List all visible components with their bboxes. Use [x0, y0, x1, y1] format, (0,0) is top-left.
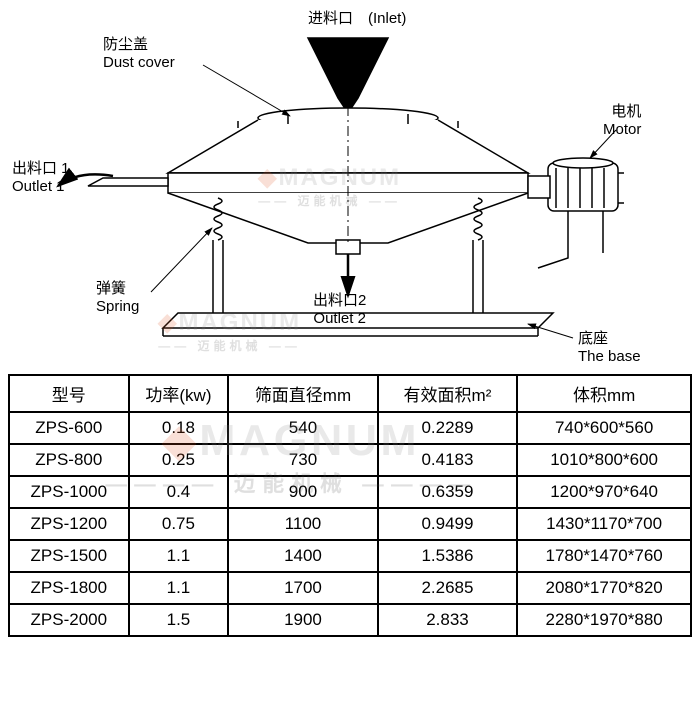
table-header-cell: 型号 — [9, 375, 129, 412]
diagram: 进料口 (Inlet) 防尘盖 Dust cover 电机 Motor 出料口 … — [8, 8, 692, 368]
table-cell: 1780*1470*760 — [517, 540, 691, 572]
table-cell: 2.2685 — [378, 572, 518, 604]
table-row: ZPS-15001.114001.53861780*1470*760 — [9, 540, 691, 572]
spec-table: 型号功率(kw)筛面直径mm有效面积m²体积mm ZPS-6000.185400… — [8, 374, 692, 637]
table-row: ZPS-8000.257300.41831010*800*600 — [9, 444, 691, 476]
table-header-cell: 有效面积m² — [378, 375, 518, 412]
table-cell: 1430*1170*700 — [517, 508, 691, 540]
label-base-en: The base — [578, 348, 641, 366]
label-spring-cn: 弹簧 — [96, 280, 139, 298]
label-base: 底座 The base — [578, 330, 641, 366]
table-cell: 0.6359 — [378, 476, 518, 508]
label-inlet-en-wrap: (Inlet) — [368, 10, 406, 28]
table-cell: 1.1 — [129, 572, 229, 604]
label-inlet: 进料口 — [308, 10, 353, 28]
table-header-cell: 功率(kw) — [129, 375, 229, 412]
table-cell: 0.18 — [129, 412, 229, 444]
spec-table-wrap: ◆MAGNUM ———— 迈能机械 ———— 型号功率(kw)筛面直径mm有效面… — [8, 374, 692, 637]
label-outlet2-cn: 出料口2 — [313, 292, 366, 310]
label-spring-en: Spring — [96, 298, 139, 316]
table-body: ZPS-6000.185400.2289740*600*560ZPS-8000.… — [9, 412, 691, 636]
table-cell: 1.5 — [129, 604, 229, 636]
label-outlet1-cn: 出料口 1 — [12, 160, 70, 178]
table-row: ZPS-12000.7511000.94991430*1170*700 — [9, 508, 691, 540]
table-header-cell: 体积mm — [517, 375, 691, 412]
table-cell: 1700 — [228, 572, 377, 604]
table-cell: 2280*1970*880 — [517, 604, 691, 636]
table-cell: 900 — [228, 476, 377, 508]
label-dust-cover: 防尘盖 Dust cover — [103, 36, 175, 72]
table-cell: 1100 — [228, 508, 377, 540]
table-cell: 1.5386 — [378, 540, 518, 572]
table-cell: 1010*800*600 — [517, 444, 691, 476]
table-cell: ZPS-1000 — [9, 476, 129, 508]
label-dust-cover-cn: 防尘盖 — [103, 36, 175, 54]
label-outlet2: 出料口2 Outlet 2 — [313, 292, 366, 328]
table-cell: 0.4 — [129, 476, 229, 508]
label-inlet-en: (Inlet) — [368, 10, 406, 28]
table-cell: 0.25 — [129, 444, 229, 476]
table-cell: 0.75 — [129, 508, 229, 540]
table-row: ZPS-18001.117002.26852080*1770*820 — [9, 572, 691, 604]
table-cell: 2.833 — [378, 604, 518, 636]
table-cell: ZPS-2000 — [9, 604, 129, 636]
table-cell: ZPS-1200 — [9, 508, 129, 540]
table-cell: 1400 — [228, 540, 377, 572]
label-outlet1: 出料口 1 Outlet 1 — [12, 160, 70, 196]
table-cell: 1900 — [228, 604, 377, 636]
table-cell: 0.2289 — [378, 412, 518, 444]
table-cell: ZPS-1800 — [9, 572, 129, 604]
table-cell: 740*600*560 — [517, 412, 691, 444]
table-cell: 2080*1770*820 — [517, 572, 691, 604]
label-spring: 弹簧 Spring — [96, 280, 139, 316]
table-cell: 1200*970*640 — [517, 476, 691, 508]
label-dust-cover-en: Dust cover — [103, 54, 175, 72]
table-cell: 0.9499 — [378, 508, 518, 540]
table-cell: ZPS-800 — [9, 444, 129, 476]
label-base-cn: 底座 — [578, 330, 641, 348]
label-motor-en: Motor — [603, 121, 641, 139]
table-row: ZPS-6000.185400.2289740*600*560 — [9, 412, 691, 444]
label-motor-cn: 电机 — [603, 103, 641, 121]
table-row: ZPS-10000.49000.63591200*970*640 — [9, 476, 691, 508]
table-header-cell: 筛面直径mm — [228, 375, 377, 412]
table-cell: ZPS-1500 — [9, 540, 129, 572]
table-cell: 730 — [228, 444, 377, 476]
table-header-row: 型号功率(kw)筛面直径mm有效面积m²体积mm — [9, 375, 691, 412]
label-outlet1-en: Outlet 1 — [12, 178, 70, 196]
table-cell: 1.1 — [129, 540, 229, 572]
label-motor: 电机 Motor — [603, 103, 641, 139]
label-outlet2-en: Outlet 2 — [313, 310, 366, 328]
label-inlet-cn: 进料口 — [308, 10, 353, 28]
table-row: ZPS-20001.519002.8332280*1970*880 — [9, 604, 691, 636]
table-cell: 540 — [228, 412, 377, 444]
table-cell: ZPS-600 — [9, 412, 129, 444]
table-cell: 0.4183 — [378, 444, 518, 476]
